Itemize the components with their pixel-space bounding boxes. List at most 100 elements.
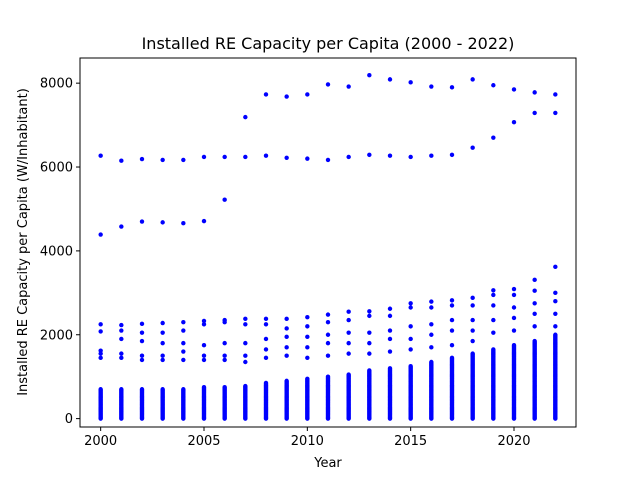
data-point <box>139 219 145 224</box>
data-point <box>201 353 207 358</box>
data-point <box>243 359 248 365</box>
data-point <box>346 154 351 160</box>
data-point <box>511 286 517 292</box>
data-point <box>408 336 413 342</box>
data-point <box>387 349 393 354</box>
data-point <box>119 351 124 356</box>
data-point <box>470 77 475 82</box>
data-point <box>160 320 165 326</box>
data-point <box>201 154 207 160</box>
data-point <box>181 319 186 325</box>
data-point <box>119 328 124 333</box>
y-tick-label: 4000 <box>40 244 73 259</box>
data-point <box>284 316 289 322</box>
data-point <box>367 152 372 158</box>
data-point <box>181 340 186 346</box>
data-point <box>181 157 186 163</box>
data-point <box>387 328 393 333</box>
data-point <box>284 353 289 358</box>
data-point <box>305 355 310 361</box>
data-point <box>119 224 124 229</box>
data-point <box>429 299 434 304</box>
data-point <box>305 345 310 350</box>
data-point <box>387 306 393 311</box>
data-point <box>325 340 331 346</box>
data-point <box>367 313 372 319</box>
data-point <box>553 110 558 116</box>
data-point <box>387 153 393 158</box>
data-point <box>532 338 537 344</box>
data-point <box>346 372 351 377</box>
data-point <box>367 368 372 373</box>
data-point <box>222 154 227 160</box>
data-point <box>511 292 517 298</box>
data-point <box>511 87 517 92</box>
data-point <box>387 77 393 82</box>
data-point <box>408 305 413 310</box>
data-point <box>222 353 227 358</box>
data-point <box>532 110 537 116</box>
data-point <box>532 301 537 306</box>
data-point <box>305 376 310 381</box>
data-point <box>243 383 248 389</box>
data-point <box>491 292 496 298</box>
chart-title: Installed RE Capacity per Capita (2000 -… <box>142 34 515 53</box>
data-point <box>243 353 248 358</box>
x-tick-label: 2005 <box>187 434 220 449</box>
x-axis: 2000 2005 2010 2015 2020 <box>84 427 531 449</box>
data-point <box>408 80 413 85</box>
data-point <box>408 363 413 369</box>
data-point <box>181 387 186 392</box>
data-point <box>284 378 289 384</box>
data-point <box>449 85 455 90</box>
data-point <box>119 336 124 342</box>
data-point <box>470 338 475 344</box>
data-point <box>449 355 455 361</box>
data-point <box>429 153 434 158</box>
data-point <box>491 135 496 140</box>
data-point <box>553 311 558 316</box>
data-point <box>553 92 558 97</box>
data-point <box>263 355 269 361</box>
data-point <box>243 114 248 120</box>
data-point <box>408 347 413 352</box>
data-point <box>284 334 289 340</box>
data-point <box>511 343 517 348</box>
data-point <box>491 347 496 352</box>
data-point <box>491 317 496 323</box>
data-point <box>449 152 455 158</box>
data-point <box>263 153 269 158</box>
data-point <box>160 157 165 163</box>
data-point <box>325 353 331 358</box>
data-point <box>284 94 289 99</box>
data-point <box>325 374 331 379</box>
y-tick-label: 8000 <box>40 77 73 92</box>
data-point <box>553 332 558 337</box>
data-point <box>139 330 145 335</box>
data-point <box>160 353 165 358</box>
data-point <box>553 290 558 296</box>
data-point <box>222 357 227 363</box>
data-point <box>532 324 537 329</box>
data-point <box>532 90 537 95</box>
data-point <box>160 387 165 392</box>
data-point <box>429 359 434 365</box>
data-point <box>305 92 310 97</box>
data-point <box>98 329 103 334</box>
data-point <box>491 288 496 293</box>
data-point <box>201 318 207 324</box>
data-point <box>429 322 434 327</box>
data-point <box>222 340 227 346</box>
data-point <box>346 317 351 323</box>
data-point <box>346 351 351 356</box>
x-axis-label: Year <box>313 456 342 471</box>
data-point <box>181 357 186 363</box>
data-point <box>160 340 165 346</box>
data-point <box>119 355 124 361</box>
data-point <box>553 264 558 270</box>
data-point <box>263 347 269 352</box>
data-point <box>305 324 310 329</box>
